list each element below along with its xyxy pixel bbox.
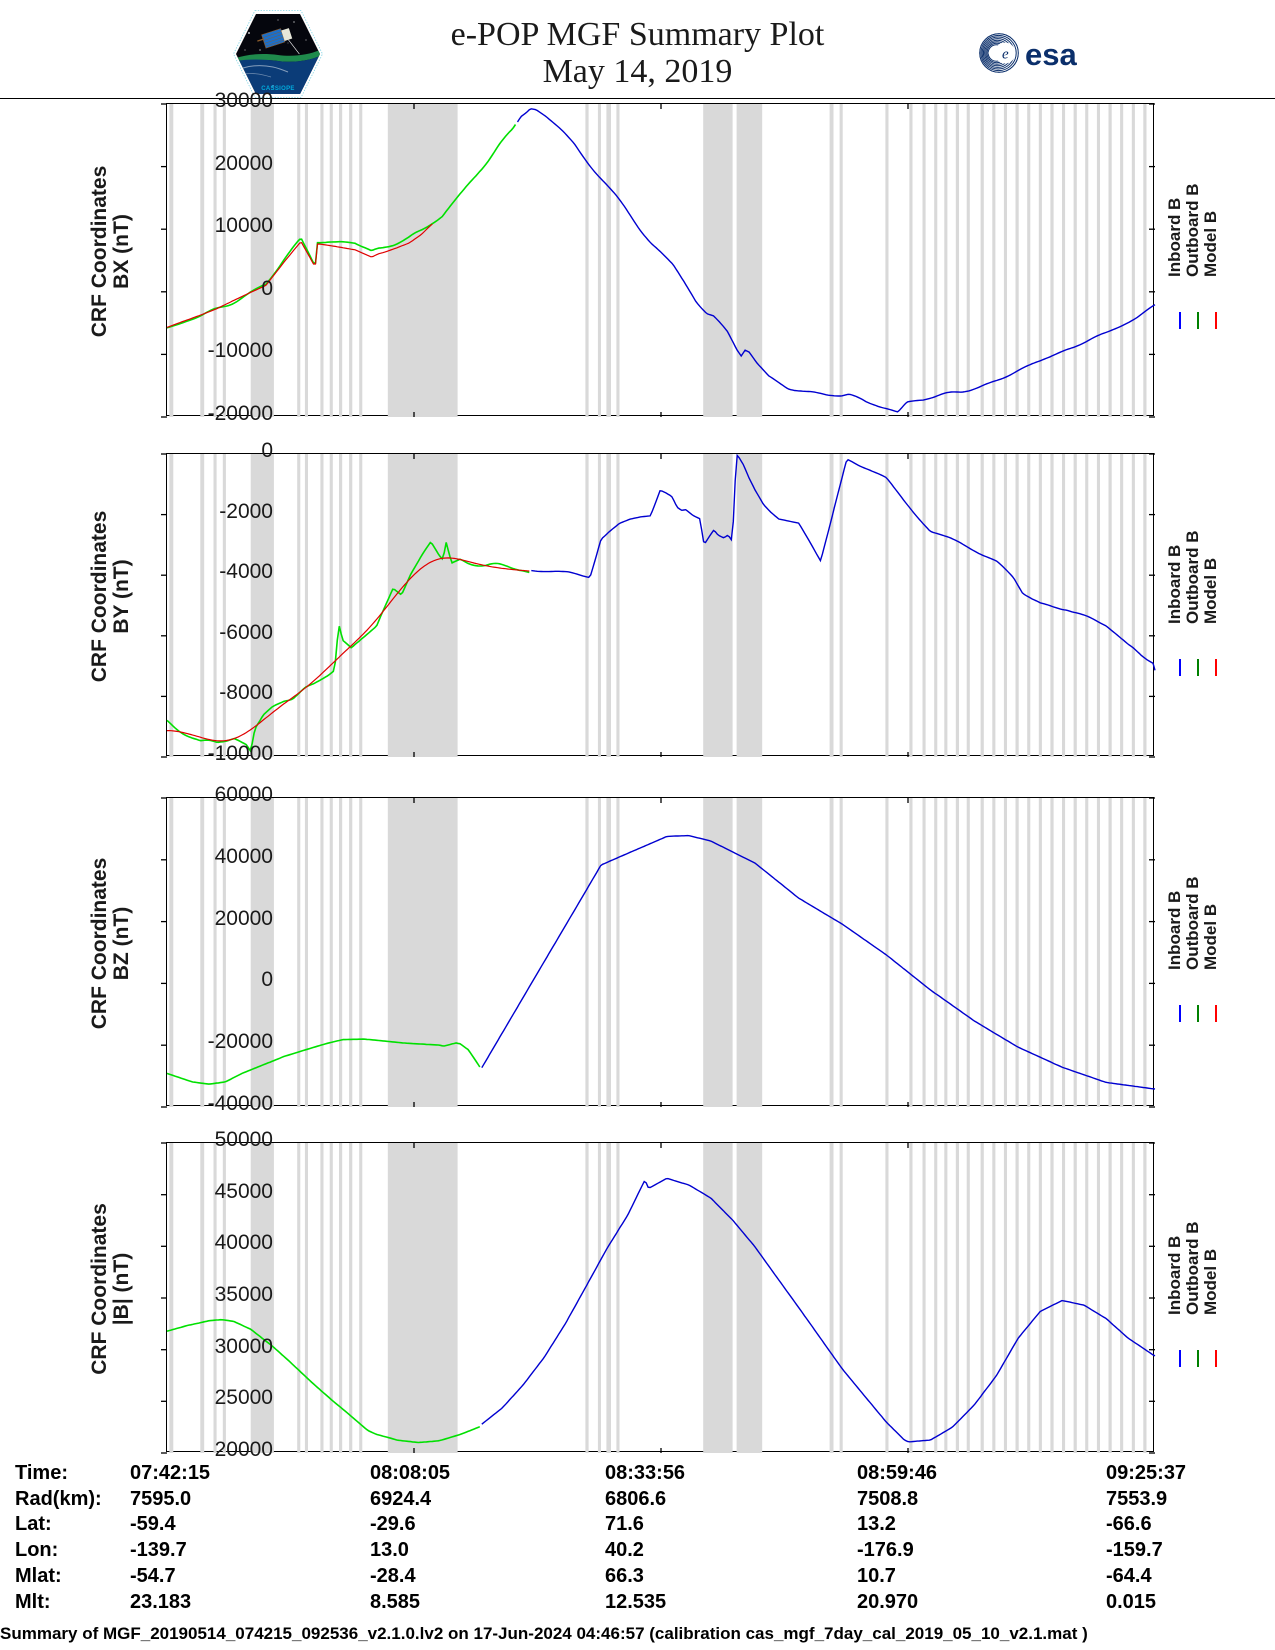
svg-text:Outboard B: Outboard B — [1183, 183, 1202, 277]
svg-text:Outboard B: Outboard B — [1183, 876, 1202, 970]
svg-text:Model B: Model B — [1201, 904, 1220, 970]
svg-text:Outboard B: Outboard B — [1183, 530, 1202, 624]
svg-text:Model B: Model B — [1201, 558, 1220, 624]
svg-text:CRF Coordinates: CRF Coordinates — [88, 166, 111, 338]
svg-text:Model B: Model B — [1201, 211, 1220, 277]
svg-text:BZ (nT): BZ (nT) — [110, 907, 133, 980]
svg-text:Inboard B: Inboard B — [1165, 198, 1184, 277]
svg-text:Inboard B: Inboard B — [1165, 545, 1184, 624]
svg-text:CRF Coordinates: CRF Coordinates — [88, 858, 111, 1030]
svg-text:Outboard B: Outboard B — [1183, 1222, 1202, 1316]
svg-text:Inboard B: Inboard B — [1165, 890, 1184, 969]
svg-text:BY (nT): BY (nT) — [110, 559, 133, 633]
svg-text:|B| (nT): |B| (nT) — [110, 1253, 133, 1325]
svg-text:CRF Coordinates: CRF Coordinates — [88, 1203, 111, 1375]
svg-text:BX (nT): BX (nT) — [110, 214, 133, 289]
svg-text:esa: esa — [1025, 37, 1077, 72]
svg-text:CRF Coordinates: CRF Coordinates — [88, 511, 111, 683]
svg-text:e: e — [1002, 47, 1009, 63]
svg-text:Model B: Model B — [1201, 1249, 1220, 1315]
svg-text:Inboard B: Inboard B — [1165, 1236, 1184, 1315]
